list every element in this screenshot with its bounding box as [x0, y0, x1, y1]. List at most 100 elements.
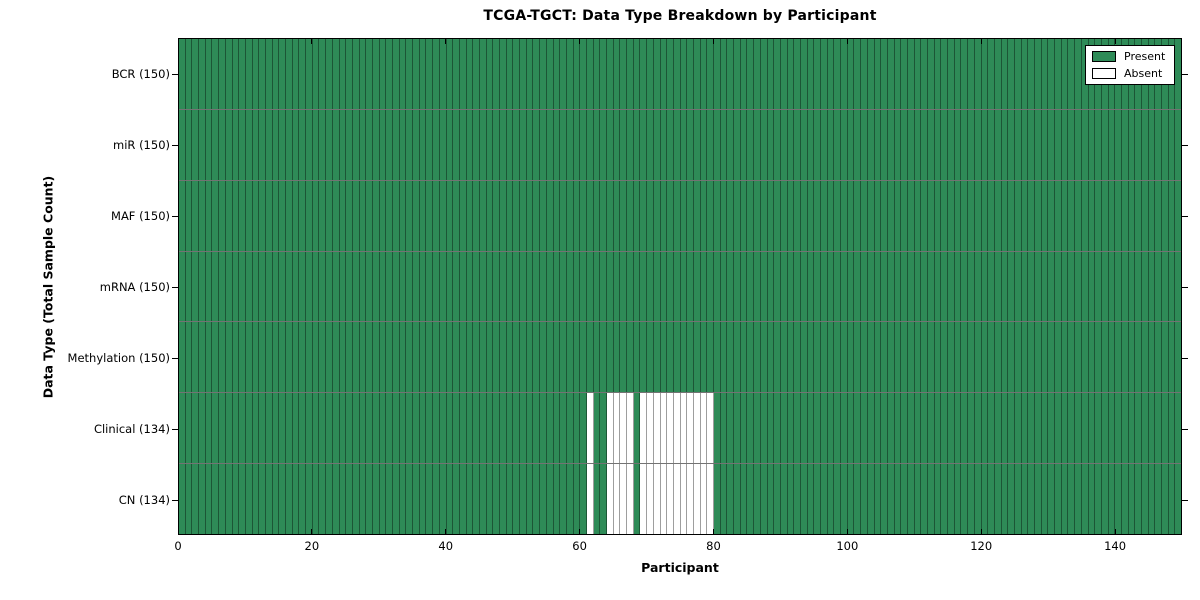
heatmap-cell: [479, 180, 487, 251]
heatmap-cell: [941, 322, 949, 393]
heatmap-cell: [1055, 393, 1062, 464]
heatmap-cell: [673, 251, 681, 322]
heatmap-cell: [546, 464, 554, 535]
heatmap-cell: [714, 39, 721, 109]
heatmap-cell: [319, 464, 327, 535]
heatmap-cell: [821, 180, 828, 251]
heatmap-cell: [419, 251, 427, 322]
heatmap-cell: [199, 251, 206, 322]
heatmap-cell: [948, 109, 955, 180]
heatmap-cell: [988, 322, 995, 393]
heatmap-cell: [493, 39, 500, 109]
heatmap-cell: [1048, 322, 1056, 393]
heatmap-cell: [1055, 39, 1062, 109]
heatmap-cell: [1081, 109, 1089, 180]
heatmap-cell: [874, 39, 882, 109]
heatmap-cell: [426, 180, 434, 251]
heatmap-cell: [479, 251, 487, 322]
heatmap-row-methylation: [179, 322, 1182, 394]
heatmap-cell: [219, 393, 226, 464]
heatmap-cell: [1148, 322, 1156, 393]
heatmap-cell: [413, 180, 420, 251]
heatmap-cell: [1014, 180, 1022, 251]
heatmap-cell: [179, 180, 186, 251]
heatmap-cell: [533, 251, 541, 322]
heatmap-cell: [680, 464, 688, 535]
heatmap-cell: [707, 393, 714, 464]
heatmap-cell: [219, 180, 226, 251]
heatmap-cell: [787, 393, 795, 464]
heatmap-cell: [887, 39, 895, 109]
heatmap-cell: [493, 251, 500, 322]
heatmap-cell: [994, 393, 1002, 464]
heatmap-cell: [1008, 393, 1015, 464]
heatmap-cell: [760, 39, 768, 109]
heatmap-cell: [306, 251, 313, 322]
x-tick-mark: [445, 529, 447, 534]
heatmap-cell: [573, 180, 581, 251]
heatmap-cell: [954, 322, 962, 393]
heatmap-cell: [332, 251, 340, 322]
heatmap-cell: [780, 393, 788, 464]
heatmap-cell: [199, 393, 206, 464]
heatmap-cell: [346, 393, 353, 464]
heatmap-cell: [1068, 109, 1076, 180]
heatmap-cell: [841, 180, 848, 251]
heatmap-cell: [439, 322, 447, 393]
heatmap-cell: [326, 39, 333, 109]
heatmap-cell: [934, 393, 942, 464]
heatmap-cell: [714, 464, 721, 535]
heatmap-cell: [1142, 464, 1149, 535]
y-tick-label: miR (150): [113, 137, 170, 152]
heatmap-cell: [1055, 322, 1062, 393]
heatmap-cell: [1055, 109, 1062, 180]
heatmap-cell: [948, 39, 955, 109]
heatmap-cell: [386, 109, 393, 180]
heatmap-cell: [1108, 393, 1116, 464]
heatmap-cell: [1008, 464, 1015, 535]
heatmap-cell: [1041, 322, 1049, 393]
y-tick-label: MAF (150): [111, 208, 170, 223]
heatmap-cell: [814, 464, 821, 535]
heatmap-cell: [814, 322, 821, 393]
heatmap-cell: [901, 109, 908, 180]
heatmap-cell: [245, 464, 253, 535]
heatmap-cell: [800, 322, 808, 393]
heatmap-cell: [332, 322, 340, 393]
heatmap-cell: [640, 39, 648, 109]
heatmap-cell: [586, 180, 594, 251]
heatmap-cell: [640, 251, 648, 322]
x-tick-mark: [445, 39, 447, 44]
heatmap-cell: [526, 180, 534, 251]
heatmap-cell: [647, 39, 654, 109]
heatmap-cell: [814, 251, 821, 322]
heatmap-cell: [252, 109, 260, 180]
heatmap-cell: [506, 393, 514, 464]
heatmap-cell: [192, 109, 200, 180]
heatmap-cell: [720, 109, 728, 180]
heatmap-cell: [680, 39, 688, 109]
heatmap-cell: [834, 251, 842, 322]
heatmap-cell: [760, 322, 768, 393]
heatmap-cell: [245, 322, 253, 393]
heatmap-cell: [486, 39, 494, 109]
heatmap-cell: [439, 109, 447, 180]
heatmap-cell: [533, 109, 541, 180]
heatmap-cell: [981, 251, 989, 322]
heatmap-cell: [827, 464, 835, 535]
heatmap-cell: [627, 322, 634, 393]
heatmap-cell: [907, 180, 915, 251]
heatmap-cell: [393, 393, 400, 464]
heatmap-cell: [1075, 109, 1082, 180]
heatmap-cell: [613, 180, 621, 251]
heatmap-cell: [673, 180, 681, 251]
heatmap-cell: [901, 393, 908, 464]
heatmap-cell: [426, 393, 434, 464]
heatmap-cell: [948, 464, 955, 535]
heatmap-cell: [881, 322, 888, 393]
heatmap-cell: [861, 464, 868, 535]
heatmap-cell: [834, 322, 842, 393]
heatmap-cell: [1108, 180, 1116, 251]
heatmap-cell: [921, 322, 928, 393]
heatmap-cell: [1121, 251, 1129, 322]
